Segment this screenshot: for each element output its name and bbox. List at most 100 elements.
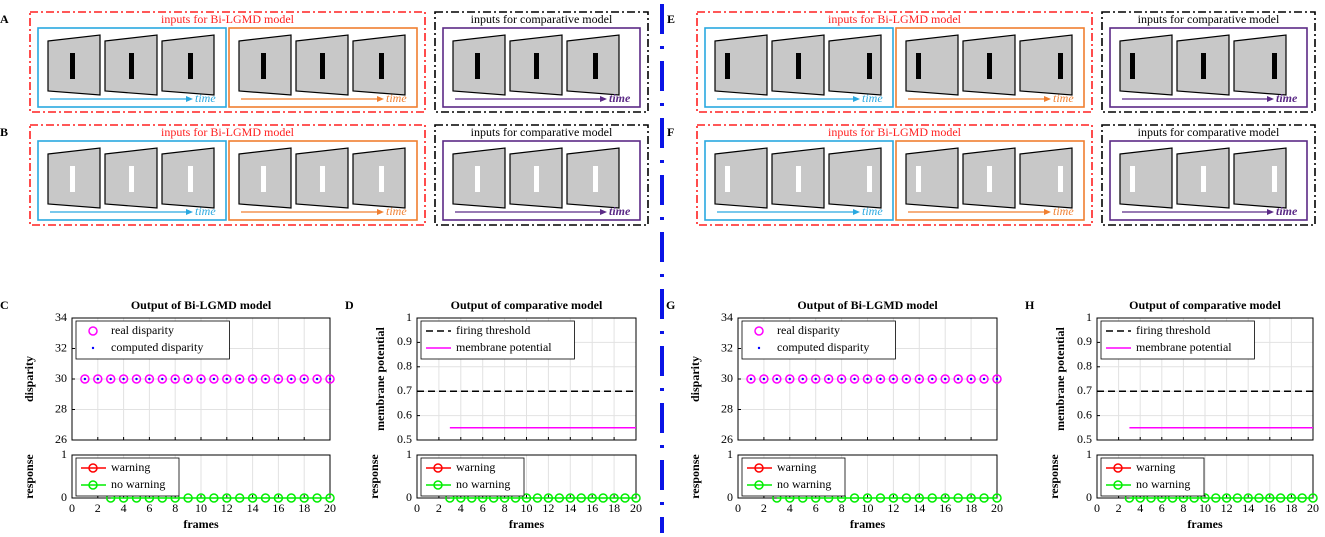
marker bbox=[810, 374, 821, 384]
sequence-box bbox=[895, 140, 1085, 221]
sequence-box bbox=[1109, 140, 1308, 221]
panel-label: C bbox=[0, 298, 9, 312]
marker bbox=[521, 493, 532, 503]
marker bbox=[992, 493, 1002, 503]
moving-bar bbox=[987, 53, 992, 79]
group-title: inputs for Bi-LGMD model bbox=[161, 12, 295, 26]
legend-label: membrane potential bbox=[456, 340, 552, 354]
moving-bar bbox=[261, 166, 266, 192]
y-tick-label: 1 bbox=[1086, 310, 1092, 324]
group-title: inputs for comparative model bbox=[471, 12, 613, 26]
marker bbox=[940, 374, 950, 384]
x-axis-label: frames bbox=[183, 517, 219, 531]
marker bbox=[312, 493, 322, 503]
marker bbox=[995, 377, 999, 381]
marker bbox=[576, 493, 586, 503]
marker bbox=[888, 493, 899, 503]
sequence-box bbox=[704, 27, 894, 108]
x-tick-label: 6 bbox=[813, 501, 819, 515]
y-tick-label: 28 bbox=[55, 401, 67, 415]
group-border bbox=[434, 11, 649, 113]
time-label: time bbox=[195, 204, 216, 218]
moving-bar bbox=[320, 53, 325, 79]
x-tick-label: 14 bbox=[564, 501, 576, 515]
legend-label: warning bbox=[1136, 460, 1175, 474]
marker bbox=[836, 374, 847, 384]
x-tick-label: 6 bbox=[1159, 501, 1165, 515]
marker bbox=[888, 374, 899, 384]
x-tick-label: 16 bbox=[1264, 501, 1276, 515]
moving-bar bbox=[1201, 166, 1206, 192]
marker bbox=[862, 374, 873, 384]
moving-bar bbox=[70, 166, 75, 192]
marker bbox=[772, 374, 782, 384]
x-tick-label: 4 bbox=[458, 501, 464, 515]
marker bbox=[956, 377, 960, 381]
moving-bar bbox=[534, 166, 539, 192]
x-tick-label: 10 bbox=[862, 501, 874, 515]
marker bbox=[543, 493, 554, 503]
marker bbox=[247, 493, 258, 503]
arrow-head bbox=[1267, 96, 1274, 102]
y-tick-label: 0 bbox=[727, 490, 733, 504]
time-label: time bbox=[386, 91, 407, 105]
x-tick-label: 16 bbox=[272, 501, 284, 515]
marker bbox=[212, 377, 216, 381]
marker bbox=[762, 377, 766, 381]
sequence-box bbox=[228, 27, 418, 108]
y-axis-label: response bbox=[1047, 454, 1061, 499]
moving-bar bbox=[1272, 53, 1277, 79]
marker bbox=[1308, 493, 1318, 503]
marker bbox=[222, 374, 232, 384]
frame bbox=[714, 34, 768, 96]
marker bbox=[131, 374, 142, 384]
moving-bar bbox=[379, 53, 384, 79]
sequence-box bbox=[37, 140, 227, 221]
marker bbox=[315, 377, 319, 381]
y-axis-label: disparity bbox=[688, 356, 702, 402]
x-tick-label: 8 bbox=[172, 501, 178, 515]
arrow-head bbox=[377, 209, 384, 215]
moving-bar bbox=[1201, 53, 1206, 79]
marker bbox=[862, 493, 873, 503]
group-title: inputs for comparative model bbox=[471, 125, 613, 139]
frame bbox=[1119, 147, 1173, 209]
y-tick-label: 30 bbox=[55, 371, 67, 385]
chart-title: Output of comparative model bbox=[451, 298, 603, 312]
group-title: inputs for Bi-LGMD model bbox=[828, 125, 962, 139]
legend-marker bbox=[757, 346, 761, 350]
marker bbox=[849, 493, 860, 503]
moving-bar bbox=[129, 166, 134, 192]
marker bbox=[953, 493, 963, 503]
marker bbox=[209, 493, 219, 503]
moving-bar bbox=[916, 53, 921, 79]
arrow-head bbox=[1044, 96, 1051, 102]
arrow-head bbox=[377, 96, 384, 102]
marker bbox=[918, 377, 921, 381]
marker bbox=[183, 374, 193, 384]
arrow-head bbox=[1267, 209, 1274, 215]
marker bbox=[251, 377, 254, 381]
time-label: time bbox=[609, 204, 631, 218]
marker bbox=[157, 374, 168, 384]
x-tick-label: 8 bbox=[1180, 501, 1186, 515]
sequence-box bbox=[228, 140, 418, 221]
arrow-head bbox=[853, 209, 860, 215]
chart-title: Output of Bi-LGMD model bbox=[797, 298, 938, 312]
marker bbox=[135, 377, 138, 381]
marker bbox=[620, 493, 630, 503]
x-tick-label: 10 bbox=[1199, 501, 1211, 515]
marker bbox=[866, 377, 869, 381]
moving-bar bbox=[475, 166, 480, 192]
panel-label: G bbox=[666, 298, 675, 312]
chart-title: Output of Bi-LGMD model bbox=[131, 298, 272, 312]
axes-box bbox=[416, 317, 637, 441]
marker bbox=[901, 374, 912, 384]
group-border bbox=[1101, 11, 1316, 113]
marker bbox=[209, 374, 219, 384]
y-axis-label: response bbox=[688, 454, 702, 499]
marker bbox=[914, 374, 925, 384]
marker bbox=[286, 493, 297, 503]
marker bbox=[1265, 493, 1275, 503]
x-tick-label: 0 bbox=[69, 501, 75, 515]
